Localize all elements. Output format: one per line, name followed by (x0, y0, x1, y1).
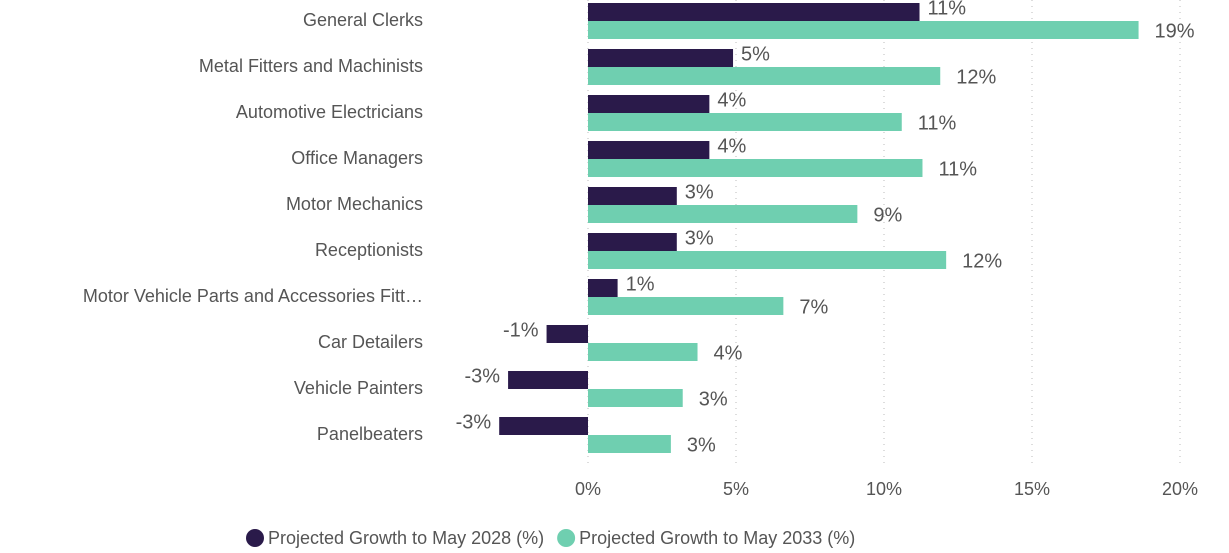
category-label: General Clerks (303, 10, 423, 30)
bar (588, 251, 947, 269)
legend-marker (246, 529, 264, 547)
category-label: Panelbeaters (317, 424, 423, 444)
bar (588, 21, 1139, 39)
legend-label: Projected Growth to May 2028 (%) (268, 528, 544, 548)
legend-marker (557, 529, 576, 547)
category-label: Office Managers (291, 148, 423, 168)
category-label: Automotive Electricians (236, 102, 423, 122)
bar (588, 187, 677, 205)
bar (588, 343, 698, 361)
data-label: 1% (626, 273, 655, 295)
bar (588, 159, 923, 177)
data-label: 12% (956, 66, 996, 88)
bar (588, 49, 734, 67)
category-label: Receptionists (315, 240, 423, 260)
bar (499, 417, 588, 435)
data-label: -3% (456, 411, 492, 433)
data-label: 11% (928, 0, 967, 19)
data-label: 3% (685, 227, 714, 249)
bar (508, 371, 588, 389)
bar (588, 113, 902, 131)
data-label: 3% (699, 388, 728, 410)
bar (588, 435, 671, 453)
data-label: -1% (503, 319, 539, 341)
x-tick-label: 15% (1014, 479, 1050, 499)
bar (546, 325, 588, 343)
category-label: Vehicle Painters (294, 378, 423, 398)
data-label: -3% (465, 365, 501, 387)
data-label: 3% (687, 434, 716, 456)
category-label: Motor Mechanics (286, 194, 423, 214)
x-tick-label: 0% (575, 479, 601, 499)
x-tick-label: 10% (866, 479, 902, 499)
category-label: Car Detailers (318, 332, 423, 352)
data-label: 9% (873, 204, 902, 226)
bar (588, 233, 677, 251)
data-label: 3% (685, 181, 714, 203)
bar (588, 279, 618, 297)
x-tick-label: 5% (723, 479, 749, 499)
bar (588, 3, 920, 21)
bar (588, 141, 710, 159)
data-label: 4% (717, 135, 746, 157)
data-label: 7% (799, 296, 828, 318)
category-label: Motor Vehicle Parts and Accessories Fitt… (83, 286, 423, 306)
data-label: 11% (938, 158, 977, 180)
x-tick-label: 20% (1162, 479, 1198, 499)
bar (588, 389, 683, 407)
data-label: 5% (741, 43, 770, 65)
bar (588, 205, 858, 223)
bar (588, 67, 941, 85)
data-label: 4% (714, 342, 743, 364)
bar (588, 297, 784, 315)
category-label: Metal Fitters and Machinists (199, 56, 423, 76)
bar (588, 95, 710, 113)
data-label: 11% (918, 112, 957, 134)
data-label: 12% (962, 250, 1002, 272)
data-label: 19% (1155, 20, 1195, 42)
legend-label: Projected Growth to May 2033 (%) (579, 528, 855, 548)
data-label: 4% (717, 89, 746, 111)
